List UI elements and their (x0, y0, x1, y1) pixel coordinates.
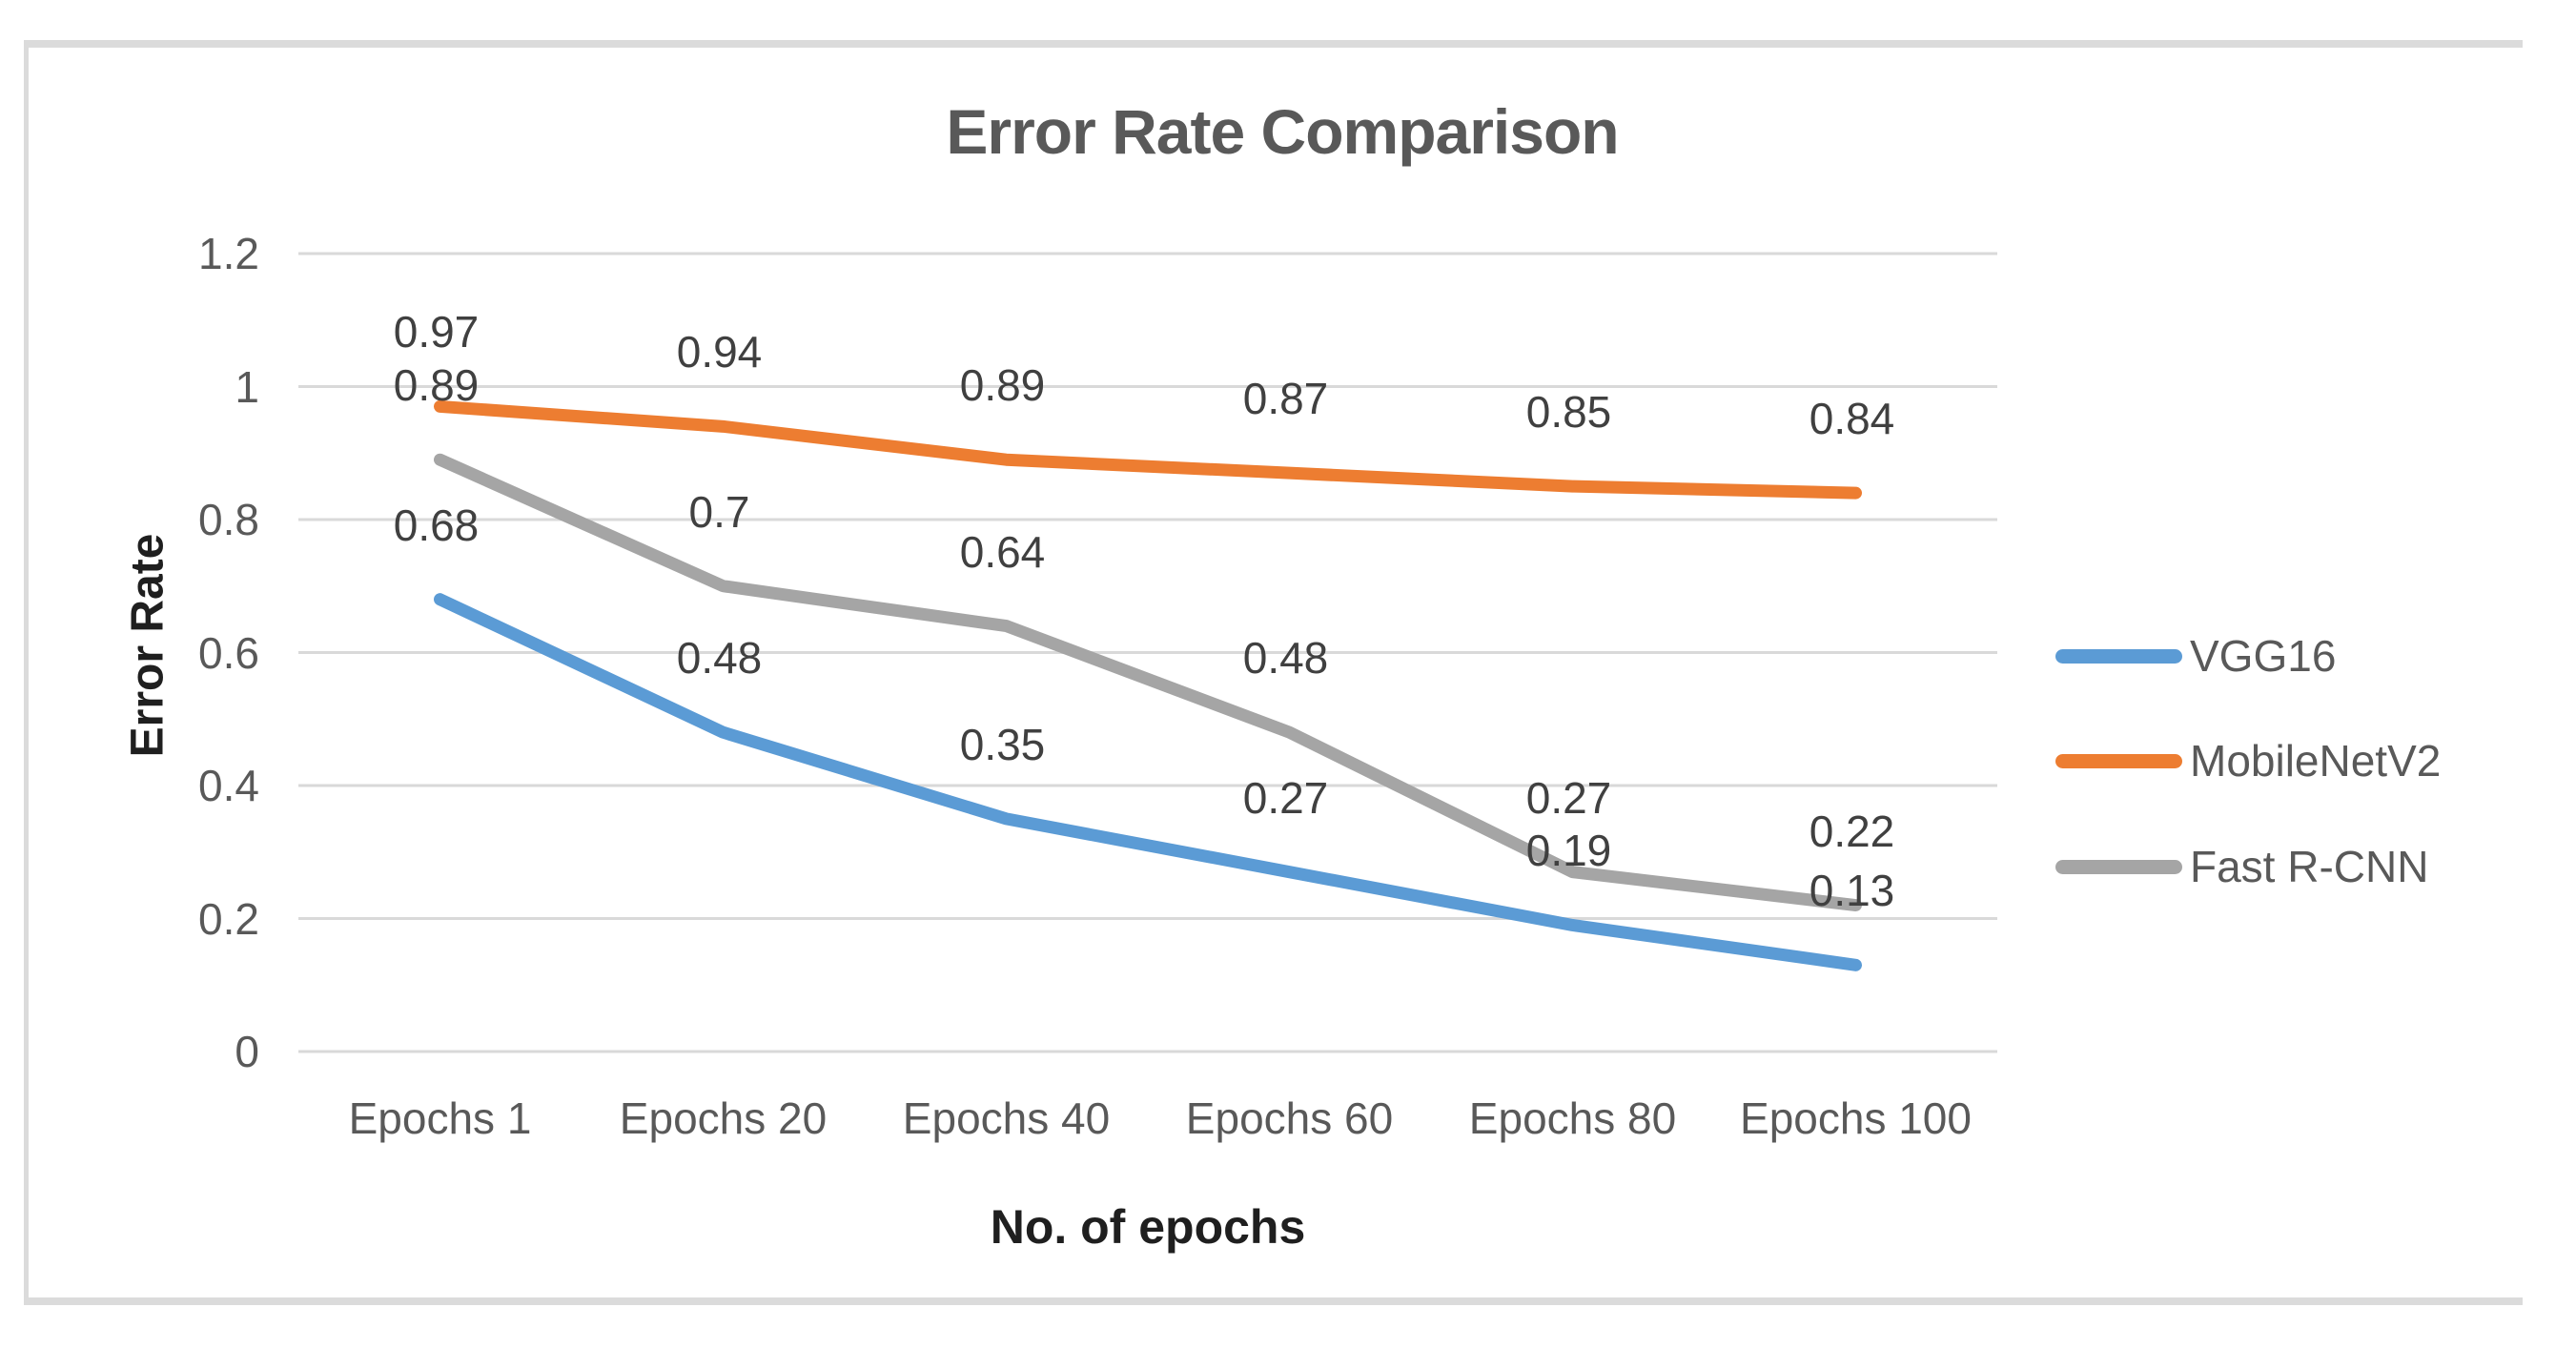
x-category-label: Epochs 80 (1468, 1093, 1677, 1143)
legend-item-mobilenetv2: MobileNetV2 (2055, 728, 2441, 793)
data-label: 0.27 (1525, 772, 1612, 823)
series-line-fast-r-cnn (434, 453, 1862, 912)
series-line-mobilenetv2 (434, 399, 1862, 500)
legend-label: VGG16 (2190, 631, 2337, 681)
data-label: 0.68 (393, 500, 480, 550)
data-label: 0.7 (688, 486, 750, 537)
y-tick-label: 0 (235, 1027, 259, 1076)
x-category-label: Epochs 1 (348, 1093, 532, 1143)
data-label: 0.35 (959, 719, 1046, 769)
data-label: 0.19 (1525, 826, 1612, 876)
legend-label: Fast R-CNN (2190, 842, 2429, 891)
data-label: 0.48 (676, 633, 763, 684)
y-tick-label: 0.4 (198, 761, 259, 810)
series-line-vgg16 (434, 593, 1862, 971)
y-tick-label: 1.2 (198, 229, 259, 278)
legend-label: MobileNetV2 (2190, 736, 2442, 786)
chart-title: Error Rate Comparison (946, 96, 1619, 167)
x-category-label: Epochs 100 (1740, 1093, 1972, 1143)
data-label: 0.84 (1809, 394, 1895, 444)
data-label: 0.87 (1242, 374, 1329, 424)
legend-line-swatch (2055, 859, 2182, 874)
x-category-label: Epochs 20 (619, 1093, 828, 1143)
legend-item-vgg16: VGG16 (2055, 623, 2336, 688)
y-tick-label: 0.6 (198, 627, 259, 678)
data-label: 0.94 (676, 327, 763, 378)
data-label: 0.89 (959, 360, 1046, 411)
data-label: 0.85 (1525, 387, 1612, 438)
data-label: 0.13 (1809, 866, 1895, 916)
legend-item-fast-r-cnn: Fast R-CNN (2055, 834, 2428, 899)
x-category-label: Epochs 60 (1185, 1093, 1394, 1143)
data-label: 0.48 (1242, 633, 1329, 684)
x-category-label: Epochs 40 (902, 1093, 1111, 1143)
legend-line-swatch (2055, 648, 2182, 664)
x-axis-title: No. of epochs (990, 1200, 1306, 1254)
y-tick-label: 1 (235, 361, 259, 412)
data-label: 0.64 (959, 526, 1046, 577)
y-tick-label: 0.8 (198, 495, 259, 544)
chart-frame (24, 40, 2523, 1305)
data-label: 0.27 (1242, 772, 1329, 823)
legend-line-swatch (2055, 753, 2182, 768)
data-label: 0.22 (1809, 806, 1895, 856)
data-label: 0.97 (393, 307, 480, 357)
data-label: 0.89 (393, 360, 480, 411)
y-tick-label: 0.2 (198, 893, 259, 944)
